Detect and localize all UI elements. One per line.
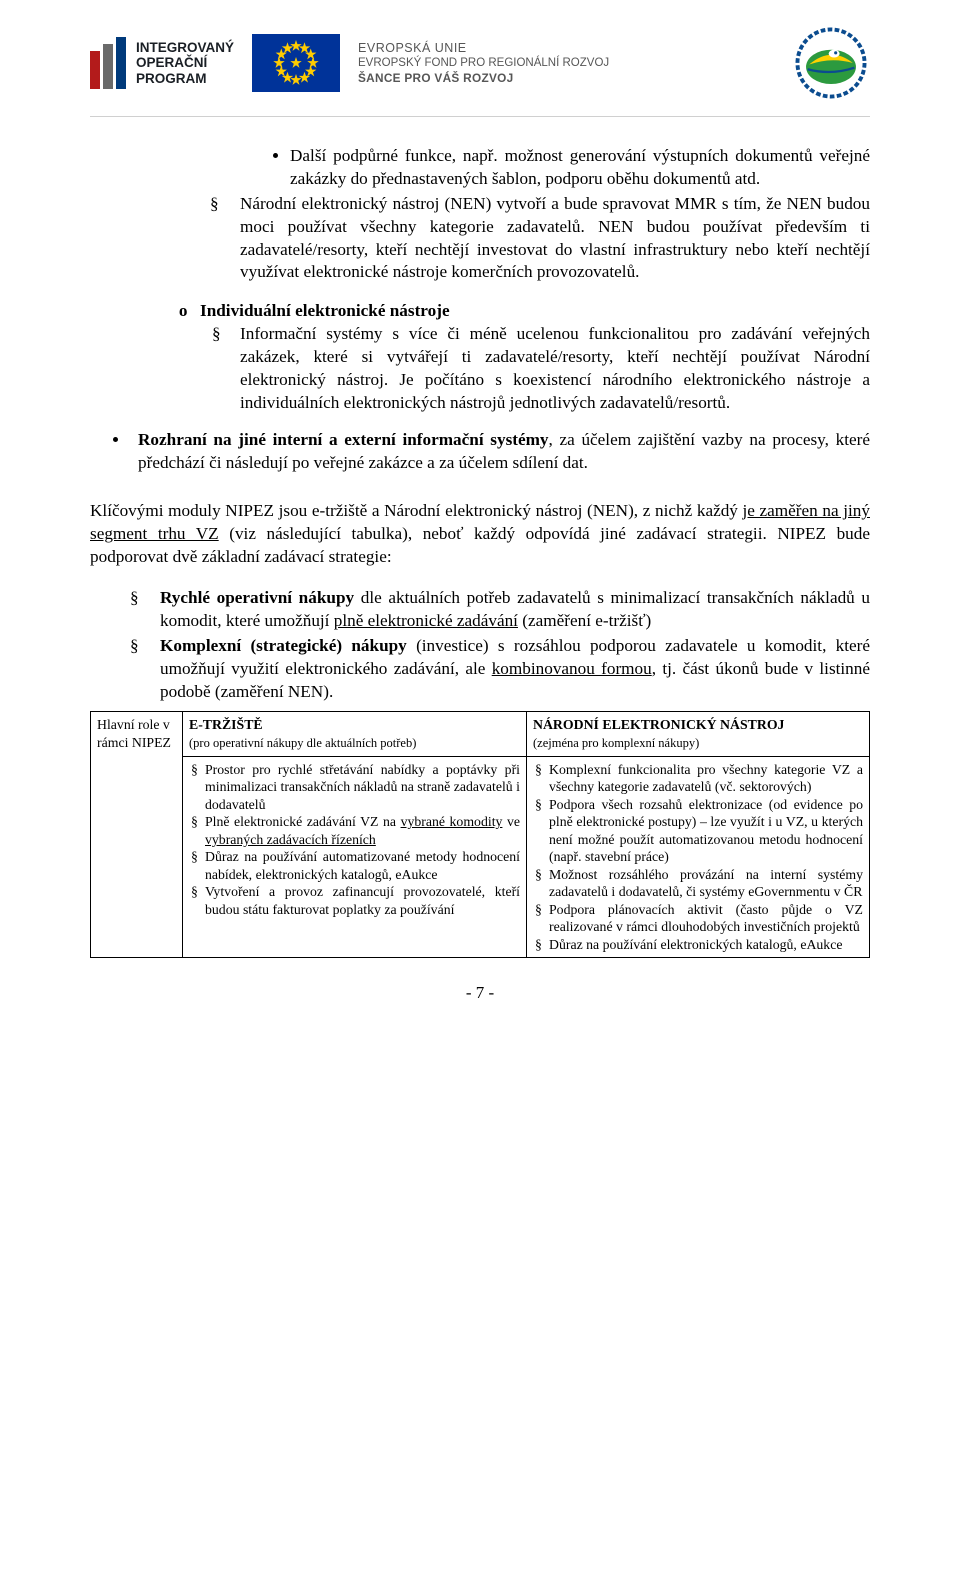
underlined-text: plně elektronické zadávání xyxy=(334,611,518,630)
text: Plně elektronické zadávání VZ na xyxy=(205,814,401,829)
list-item: Komplexní funkcionalita pro všechny kate… xyxy=(533,761,863,796)
text: Klíčovými moduly NIPEZ jsou e-tržiště a … xyxy=(90,501,743,520)
strategy-item: Rychlé operativní nákupy dle aktuálních … xyxy=(116,587,870,633)
paragraph: Klíčovými moduly NIPEZ jsou e-tržiště a … xyxy=(90,500,870,569)
col2-body: Komplexní funkcionalita pro všechny kate… xyxy=(527,756,870,958)
text: Komplexní funkcionalita pro všechny kate… xyxy=(549,762,863,795)
list-item: Podpora plánovacích aktivit (často půjde… xyxy=(533,901,863,936)
eu-flag-icon xyxy=(252,34,340,92)
bullet-item: Rozhraní na jiné interní a externí infor… xyxy=(130,429,870,475)
col1-body: Prostor pro rychlé střetávání nabídky a … xyxy=(183,756,527,958)
iop-logo: INTEGROVANÝ OPERAČNÍ PROGRAM xyxy=(90,37,234,89)
list-item: Plně elektronické zadávání VZ na vybrané… xyxy=(189,813,520,848)
list-item: Vytvoření a provoz zafinancují provozova… xyxy=(189,883,520,918)
iop-bar-blue xyxy=(116,37,126,89)
page-header: INTEGROVANÝ OPERAČNÍ PROGRAM xyxy=(90,0,870,117)
iop-line1: INTEGROVANÝ xyxy=(136,40,234,56)
title: E-TRŽIŠTĚ xyxy=(189,717,263,732)
section-item: Národní elektronický nástroj (NEN) vytvo… xyxy=(196,193,870,285)
strategy-item: Komplexní (strategické) nákupy (investic… xyxy=(116,635,870,704)
col2-header: NÁRODNÍ ELEKTRONICKÝ NÁSTROJ (zejména pr… xyxy=(527,712,870,756)
bullet-item: Další podpůrné funkce, např. možnost gen… xyxy=(290,145,870,191)
section-title: Individuální elektronické nástroje xyxy=(200,301,450,320)
text: Národní elektronický nástroj (NEN) vytvo… xyxy=(240,194,870,282)
underlined-text: kombinovanou formou xyxy=(492,659,652,678)
mmr-logo-icon xyxy=(792,24,870,102)
list-item: Prostor pro rychlé střetávání nabídky a … xyxy=(189,761,520,814)
text: Možnost rozsáhlého provázání na interní … xyxy=(549,867,863,900)
section-item: Individuální elektronické nástroje Infor… xyxy=(196,300,870,414)
underlined-text: vybrané komodity xyxy=(401,814,503,829)
lead: Rychlé operativní nákupy xyxy=(160,588,354,607)
post: (zaměření e-tržišť) xyxy=(518,611,651,630)
subtitle: (zejména pro komplexní nákupy) xyxy=(533,736,699,750)
title: NÁRODNÍ ELEKTRONICKÝ NÁSTROJ xyxy=(533,717,784,732)
iop-bar-grey xyxy=(103,44,113,89)
text: Důraz na používání automatizované metody… xyxy=(205,849,520,882)
underlined-text: vybraných zadávacích řízeních xyxy=(205,832,376,847)
list-item: Důraz na používání automatizované metody… xyxy=(189,848,520,883)
text: Podpora všech rozsahů elektronizace (od … xyxy=(549,797,863,865)
subtitle: (pro operativní nákupy dle aktuálních po… xyxy=(189,736,416,750)
section-body: Informační systémy s více či méně ucelen… xyxy=(200,323,870,415)
text: Podpora plánovacích aktivit (často půjde… xyxy=(549,902,863,935)
lead: Komplexní (strategické) nákupy xyxy=(160,636,407,655)
eu-line1: EVROPSKÁ UNIE xyxy=(358,40,609,56)
list-item: Důraz na používání elektronických katalo… xyxy=(533,936,863,954)
row-header: Hlavní role v rámci NIPEZ xyxy=(91,712,183,958)
page-number: - 7 - xyxy=(90,982,870,1005)
document-body: Další podpůrné funkce, např. možnost gen… xyxy=(90,145,870,1005)
eu-line3: ŠANCE PRO VÁŠ ROZVOJ xyxy=(358,71,609,86)
eu-line2: EVROPSKÝ FOND PRO REGIONÁLNÍ ROZVOJ xyxy=(358,56,609,71)
iop-line2: OPERAČNÍ xyxy=(136,55,234,71)
comparison-table: Hlavní role v rámci NIPEZ E-TRŽIŠTĚ (pro… xyxy=(90,711,870,958)
col1-header: E-TRŽIŠTĚ (pro operativní nákupy dle akt… xyxy=(183,712,527,756)
lead-text: Rozhraní na jiné interní a externí infor… xyxy=(138,430,549,449)
eu-text-block: EVROPSKÁ UNIE EVROPSKÝ FOND PRO REGIONÁL… xyxy=(358,40,609,86)
iop-line3: PROGRAM xyxy=(136,71,234,87)
text: Další podpůrné funkce, např. možnost gen… xyxy=(290,146,870,188)
list-item: Možnost rozsáhlého provázání na interní … xyxy=(533,866,863,901)
iop-bar-red xyxy=(90,51,100,89)
text: Vytvoření a provoz zafinancují provozova… xyxy=(205,884,520,917)
text: Důraz na používání elektronických katalo… xyxy=(549,937,842,952)
text: ve xyxy=(502,814,520,829)
text: Informační systémy s více či méně ucelen… xyxy=(240,324,870,412)
text: Prostor pro rychlé střetávání nabídky a … xyxy=(205,762,520,812)
list-item: Podpora všech rozsahů elektronizace (od … xyxy=(533,796,863,866)
text: Hlavní role v rámci NIPEZ xyxy=(97,717,171,750)
